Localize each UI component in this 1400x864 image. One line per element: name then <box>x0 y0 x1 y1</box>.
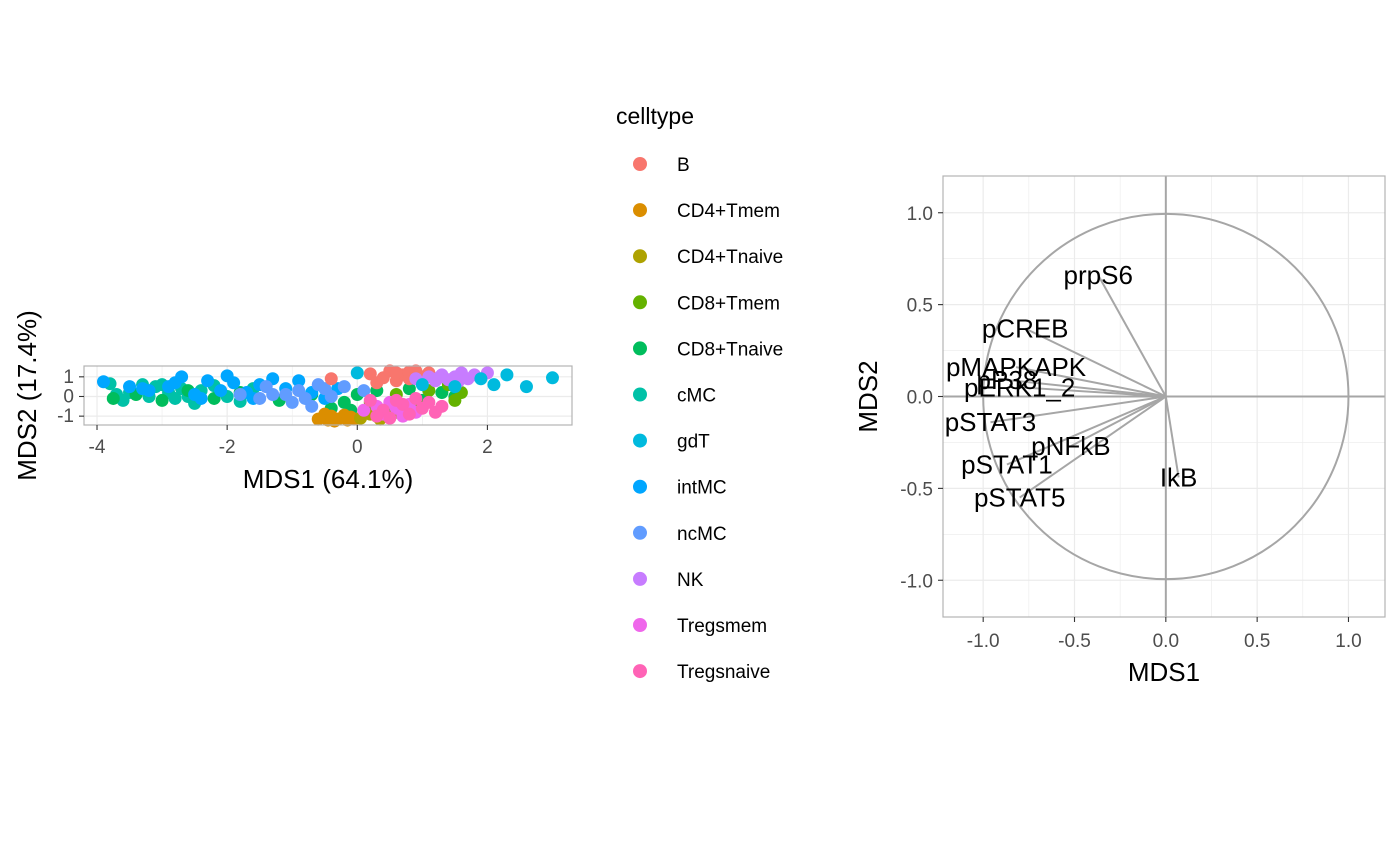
legend-label: cMC <box>677 386 716 407</box>
point-gdt <box>416 378 429 391</box>
legend-label: CD4+Tmem <box>677 201 780 222</box>
y-tick-label: 0.0 <box>907 388 933 409</box>
legend-key <box>633 480 647 494</box>
point-gdt <box>546 371 559 384</box>
legend-label: Tregsnaive <box>677 662 770 683</box>
point-gdt <box>487 378 500 391</box>
point-tregsnaive <box>383 412 396 425</box>
legend-key <box>633 434 647 448</box>
x-tick-label: -2 <box>219 437 236 458</box>
point-cd4-plus-tmem <box>328 415 341 428</box>
point-b <box>390 366 403 379</box>
point-intmc <box>201 374 214 387</box>
legend-label: CD8+Tmem <box>677 293 780 314</box>
point-gdt <box>474 372 487 385</box>
y-tick-label: 1 <box>63 367 74 388</box>
x-tick-label: 1.0 <box>1335 631 1361 652</box>
point-gdt <box>520 380 533 393</box>
legend-title: celltype <box>616 103 694 129</box>
x-tick-label: -1.0 <box>967 631 1000 652</box>
point-gdt <box>448 380 461 393</box>
x-tick-label: 2 <box>482 437 493 458</box>
point-tregsnaive <box>409 392 422 405</box>
x-tick-label: 0.5 <box>1244 631 1270 652</box>
point-tregsnaive <box>390 394 403 407</box>
legend-key <box>633 295 647 309</box>
point-intmc <box>97 375 110 388</box>
point-intmc <box>227 376 240 389</box>
legend-key <box>633 249 647 263</box>
point-intmc <box>169 376 182 389</box>
legend-label: CD4+Tnaive <box>677 247 783 268</box>
mds-scatter-y-axis-label: MDS2 (17.4%) <box>12 310 42 481</box>
legend-key <box>633 203 647 217</box>
legend-label: intMC <box>677 478 727 499</box>
loading-label-pstat3: pSTAT3 <box>945 407 1037 437</box>
correlation-circle-x-axis-label: MDS1 <box>1128 657 1200 687</box>
loading-label-prps6: prpS6 <box>1064 260 1133 290</box>
legend-key <box>633 341 647 355</box>
mds-scatter-x-axis-label: MDS1 (64.1%) <box>243 464 414 494</box>
loading-label-pstat1: pSTAT1 <box>961 449 1053 479</box>
loading-label-ikb: IkB <box>1160 462 1198 492</box>
point-b <box>370 376 383 389</box>
point-intmc <box>214 384 227 397</box>
correlation-circle-y-axis-label: MDS2 <box>853 360 883 432</box>
legend-key <box>633 664 647 678</box>
y-tick-label: 1.0 <box>907 204 933 225</box>
loading-label-perk1-2: pERK1_2 <box>964 372 1075 402</box>
y-tick-label: 0 <box>63 386 74 407</box>
point-cd8-plus-tnaive <box>156 394 169 407</box>
x-tick-label: -4 <box>89 437 106 458</box>
y-tick-label: -1 <box>57 406 74 427</box>
legend-key <box>633 618 647 632</box>
legend-key <box>633 388 647 402</box>
point-ncmc <box>260 380 273 393</box>
legend-label: B <box>677 155 690 176</box>
legend-label: NK <box>677 570 704 591</box>
point-cd8-plus-tnaive <box>107 392 120 405</box>
legend-label: ncMC <box>677 524 727 545</box>
legend-key <box>633 526 647 540</box>
point-ncmc <box>279 388 292 401</box>
x-tick-label: -0.5 <box>1058 631 1091 652</box>
legend-key <box>633 572 647 586</box>
point-cd8-plus-tmem <box>448 394 461 407</box>
point-gdt <box>500 368 513 381</box>
x-tick-label: 0.0 <box>1153 631 1179 652</box>
legend-label: gdT <box>677 432 710 453</box>
y-tick-label: -0.5 <box>900 479 933 500</box>
point-b <box>325 372 338 385</box>
point-ncmc <box>234 388 247 401</box>
point-tregsnaive <box>435 400 448 413</box>
x-tick-label: 0 <box>352 437 363 458</box>
legend-label: CD8+Tnaive <box>677 339 783 360</box>
loading-label-pstat5: pSTAT5 <box>974 483 1066 513</box>
point-intmc <box>123 380 136 393</box>
point-ncmc <box>299 392 312 405</box>
point-nk <box>432 371 445 384</box>
point-intmc <box>136 382 149 395</box>
point-tregsnaive <box>364 394 377 407</box>
point-tregsnaive <box>370 410 383 423</box>
point-gdt <box>351 366 364 379</box>
point-intmc <box>195 392 208 405</box>
point-ncmc <box>338 380 351 393</box>
legend-label: Tregsmem <box>677 616 767 637</box>
point-ncmc <box>253 392 266 405</box>
legend-key <box>633 157 647 171</box>
y-tick-label: -1.0 <box>900 571 933 592</box>
loading-label-pcreb: pCREB <box>982 314 1069 344</box>
point-tregsnaive <box>403 408 416 421</box>
y-tick-label: 0.5 <box>907 296 933 317</box>
